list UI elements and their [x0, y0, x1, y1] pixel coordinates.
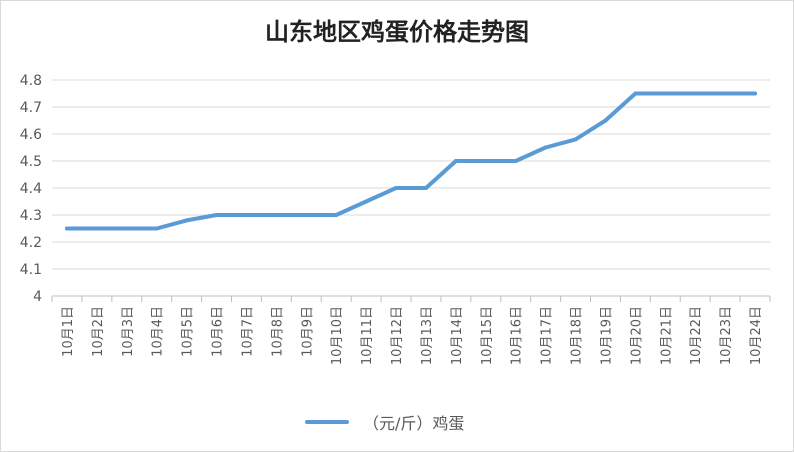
legend-label: （元/斤）鸡蛋 [363, 414, 465, 433]
chart-title: 山东地区鸡蛋价格走势图 [265, 17, 529, 46]
data-point [753, 91, 758, 96]
x-tick-label: 10月12日 [390, 306, 405, 365]
data-point [573, 137, 578, 142]
data-point [244, 213, 249, 217]
data-point [304, 213, 309, 217]
data-point [94, 226, 99, 231]
x-tick-label: 10月14日 [450, 306, 465, 365]
data-point [513, 159, 518, 163]
data-point [214, 213, 219, 217]
gridlines [52, 79, 770, 297]
data-point [693, 91, 698, 96]
y-tick-label: 4.1 [20, 262, 42, 278]
x-tick-label: 10月3日 [121, 306, 136, 357]
legend: （元/斤）鸡蛋 [305, 410, 464, 434]
y-axis: 4 4.1 4.2 4.3 4.4 4.5 4.6 4.7 4.8 [20, 73, 42, 305]
y-tick-label: 4.6 [20, 127, 42, 143]
x-tick-label: 10月4日 [151, 306, 166, 357]
data-point [184, 218, 189, 223]
x-tick-label: 10月24日 [749, 306, 764, 365]
data-point [543, 145, 548, 150]
y-tick-label: 4.3 [20, 208, 42, 224]
x-tick-label: 10月7日 [240, 306, 255, 357]
data-point [154, 226, 159, 231]
y-tick-label: 4.5 [20, 154, 42, 170]
x-tick-label: 10月19日 [599, 306, 614, 365]
data-point [334, 213, 339, 217]
data-point [603, 118, 608, 123]
data-point [723, 91, 728, 96]
data-point [124, 226, 129, 231]
x-tick-label: 10月11日 [360, 306, 375, 365]
legend-swatch [305, 420, 349, 424]
y-tick-label: 4.7 [20, 100, 42, 116]
data-point [364, 199, 369, 204]
x-tick-label: 10月6日 [211, 306, 226, 357]
x-tick-label: 10月21日 [659, 306, 674, 365]
x-tick-label: 10月10日 [330, 306, 345, 365]
y-tick-label: 4.2 [20, 235, 42, 251]
x-tick-label: 10月5日 [181, 306, 196, 357]
series-line [65, 91, 757, 231]
data-point [64, 226, 69, 231]
data-point [663, 91, 668, 96]
data-point [483, 159, 488, 163]
y-tick-label: 4.8 [20, 73, 42, 89]
x-tick-label: 10月2日 [91, 306, 106, 357]
data-point [453, 159, 458, 163]
x-tick-label: 10月16日 [510, 306, 525, 365]
data-point [633, 91, 638, 96]
x-tick-label: 10月13日 [420, 306, 435, 365]
x-tick-label: 10月18日 [570, 306, 585, 365]
x-tick-label: 10月22日 [689, 306, 704, 365]
x-tick-label: 10月8日 [270, 306, 285, 357]
data-point [423, 186, 428, 190]
series-layer [64, 91, 758, 231]
x-tick-label: 10月23日 [719, 306, 734, 365]
y-tick-label: 4 [33, 289, 42, 305]
x-tick-label: 10月17日 [540, 306, 555, 365]
data-point [394, 186, 399, 190]
x-tick-label: 10月1日 [61, 306, 76, 357]
x-axis: 10月1日 10月2日 10月3日 10月4日 10月5日 10月6日 10月7日 10月8日… [51, 296, 771, 365]
y-tick-label: 4.4 [20, 181, 42, 197]
x-tick-label: 10月20日 [629, 306, 644, 365]
data-point [274, 213, 279, 217]
x-tick-label: 10月15日 [480, 306, 495, 365]
x-tick-label: 10月9日 [300, 306, 315, 357]
